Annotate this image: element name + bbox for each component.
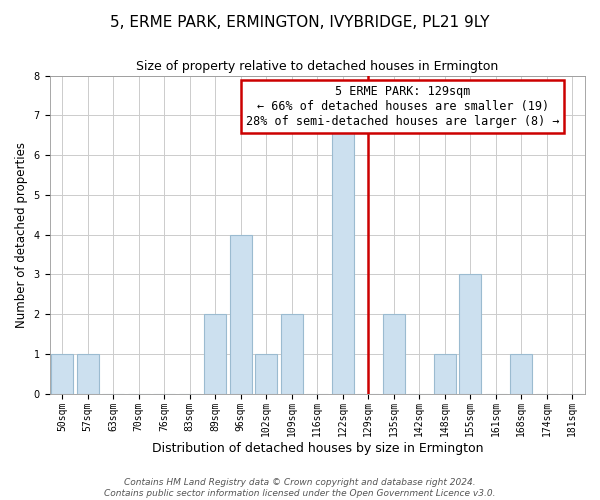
Text: 5 ERME PARK: 129sqm
← 66% of detached houses are smaller (19)
28% of semi-detach: 5 ERME PARK: 129sqm ← 66% of detached ho… — [246, 85, 560, 128]
Text: 5, ERME PARK, ERMINGTON, IVYBRIDGE, PL21 9LY: 5, ERME PARK, ERMINGTON, IVYBRIDGE, PL21… — [110, 15, 490, 30]
Bar — [77, 354, 98, 394]
Text: Contains HM Land Registry data © Crown copyright and database right 2024.
Contai: Contains HM Land Registry data © Crown c… — [104, 478, 496, 498]
Bar — [230, 234, 251, 394]
Bar — [383, 314, 404, 394]
Bar — [281, 314, 302, 394]
Y-axis label: Number of detached properties: Number of detached properties — [15, 142, 28, 328]
X-axis label: Distribution of detached houses by size in Ermington: Distribution of detached houses by size … — [152, 442, 483, 455]
Bar — [256, 354, 277, 394]
Title: Size of property relative to detached houses in Ermington: Size of property relative to detached ho… — [136, 60, 499, 73]
Bar — [332, 116, 353, 394]
Bar — [460, 274, 481, 394]
Bar — [434, 354, 455, 394]
Bar — [205, 314, 226, 394]
Bar — [52, 354, 73, 394]
Bar — [511, 354, 532, 394]
